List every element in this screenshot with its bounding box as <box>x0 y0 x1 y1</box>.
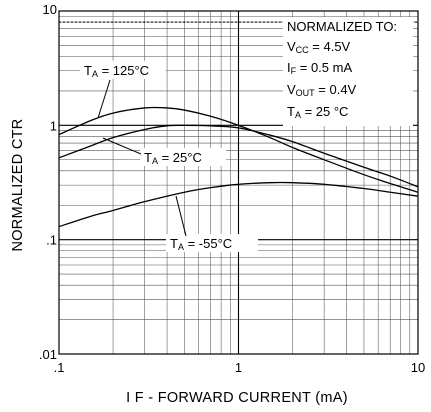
y-tick-label: 1 <box>50 118 57 133</box>
series-line-1 <box>58 124 419 188</box>
y-tick-label: .1 <box>46 233 57 248</box>
label-ta-25: TA = 25°C <box>102 137 226 166</box>
leader-line-125c <box>97 79 111 119</box>
x-axis-title: I F - FORWARD CURRENT (mA) <box>126 390 348 406</box>
y-tick-label: 10 <box>43 2 57 17</box>
x-tick-label: 1 <box>235 360 242 375</box>
condition-vcc: VCC = 4.5V <box>287 39 351 55</box>
conditions-title: NORMALIZED TO: <box>287 19 397 34</box>
series-label-25c: TA = 25°C <box>144 150 202 166</box>
condition-vout: VOUT = 0.4V <box>287 82 357 98</box>
series-label-125c: TA = 125°C <box>84 63 149 79</box>
x-tick-labels: .1 1 10 <box>54 360 426 375</box>
label-ta-125: TA = 125°C <box>80 61 166 119</box>
leader-line-25c <box>102 137 142 155</box>
series-line-0 <box>58 106 419 193</box>
y-axis-title: NORMALIZED CTR <box>10 118 26 251</box>
series-label-minus55c: TA = -55°C <box>170 236 232 252</box>
label-ta-minus55: TA = -55°C <box>166 195 258 252</box>
condition-ta: TA = 25 °C <box>287 104 348 120</box>
x-tick-label: 10 <box>411 360 425 375</box>
ctr-curves <box>58 106 419 228</box>
normalization-conditions: NORMALIZED TO: VCC = 4.5V IF = 0.5 mA VO… <box>283 17 413 126</box>
series-line-2 <box>58 181 419 228</box>
leader-line-minus55c <box>175 195 187 237</box>
condition-if: IF = 0.5 mA <box>287 60 352 76</box>
y-tick-labels: .01 .1 1 10 <box>39 2 57 362</box>
x-tick-label: .1 <box>54 360 65 375</box>
y-tick-label: .01 <box>39 347 57 362</box>
plot-frame <box>58 10 419 355</box>
